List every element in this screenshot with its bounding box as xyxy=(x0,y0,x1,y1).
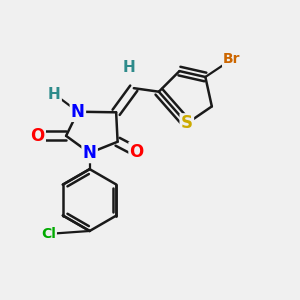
Text: N: N xyxy=(71,103,85,121)
Text: Br: Br xyxy=(223,52,241,66)
Text: S: S xyxy=(181,115,193,133)
Text: O: O xyxy=(130,143,144,161)
Text: H: H xyxy=(123,60,136,75)
Text: H: H xyxy=(48,87,61,102)
Text: Cl: Cl xyxy=(41,227,56,241)
Text: O: O xyxy=(30,127,45,145)
Text: N: N xyxy=(83,144,97,162)
